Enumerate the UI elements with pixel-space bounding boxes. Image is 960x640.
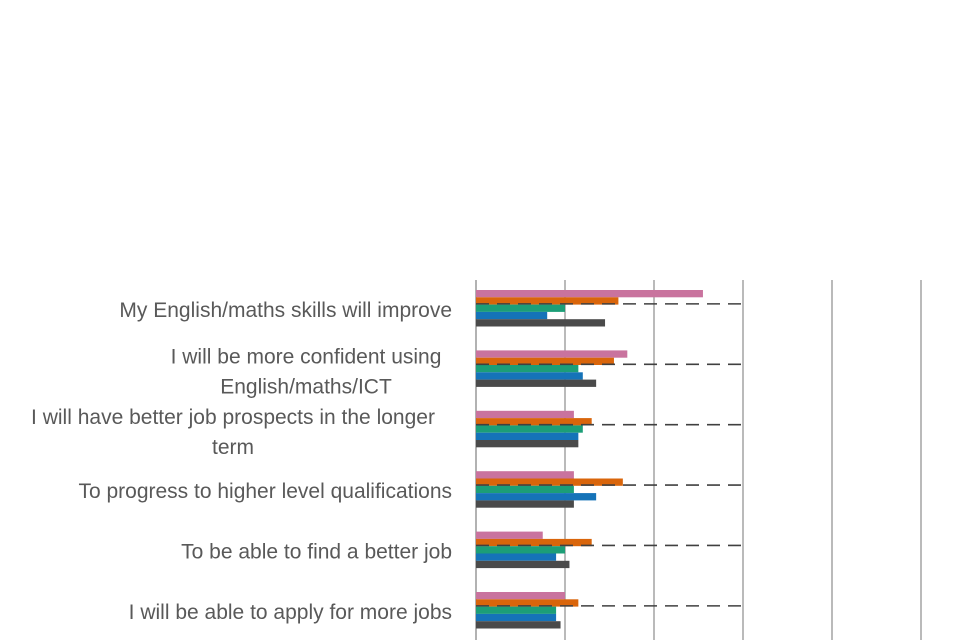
bar (476, 350, 628, 358)
category-label-line: English/maths/ICT (220, 375, 392, 398)
bar (476, 613, 557, 622)
bar (476, 553, 557, 561)
bar (476, 410, 574, 419)
bar (476, 319, 606, 327)
category-label: To progress to higher level qualificatio… (78, 480, 452, 503)
category-label-line: I will have better job prospects in the … (31, 406, 435, 429)
bar (476, 304, 565, 312)
category-label: My English/maths skills will improve (119, 299, 452, 322)
category-label-line: term (212, 436, 254, 459)
bar (476, 606, 557, 614)
bar (476, 531, 543, 539)
bar (476, 538, 592, 547)
bar (476, 297, 619, 305)
bar (476, 379, 597, 387)
bar (476, 546, 565, 554)
bar (476, 599, 579, 607)
bars-group (476, 290, 703, 629)
bar (476, 432, 579, 440)
reference-lines (476, 303, 743, 607)
bar (476, 493, 597, 501)
bar (476, 500, 574, 508)
bar (476, 592, 565, 600)
category-label: I will be more confident using English/ma… (171, 345, 442, 398)
category-label-line: I will be more confident using (171, 345, 442, 368)
bar (476, 290, 703, 298)
bar (476, 621, 561, 629)
category-label: I will have better job prospects in the … (31, 406, 435, 459)
category-labels: My English/maths skills will improve I wi… (31, 299, 452, 624)
bar (476, 365, 579, 373)
bar (476, 485, 574, 494)
bar (476, 418, 592, 426)
bar (476, 440, 579, 448)
bar (476, 372, 583, 380)
category-label: To be able to find a better job (181, 541, 452, 564)
bar (476, 357, 614, 365)
bar (476, 560, 570, 569)
bar (476, 311, 548, 320)
bar (476, 471, 574, 479)
gridlines (475, 280, 922, 640)
category-label: I will be able to apply for more jobs (129, 601, 452, 624)
bar (476, 478, 623, 486)
bar (476, 425, 583, 433)
